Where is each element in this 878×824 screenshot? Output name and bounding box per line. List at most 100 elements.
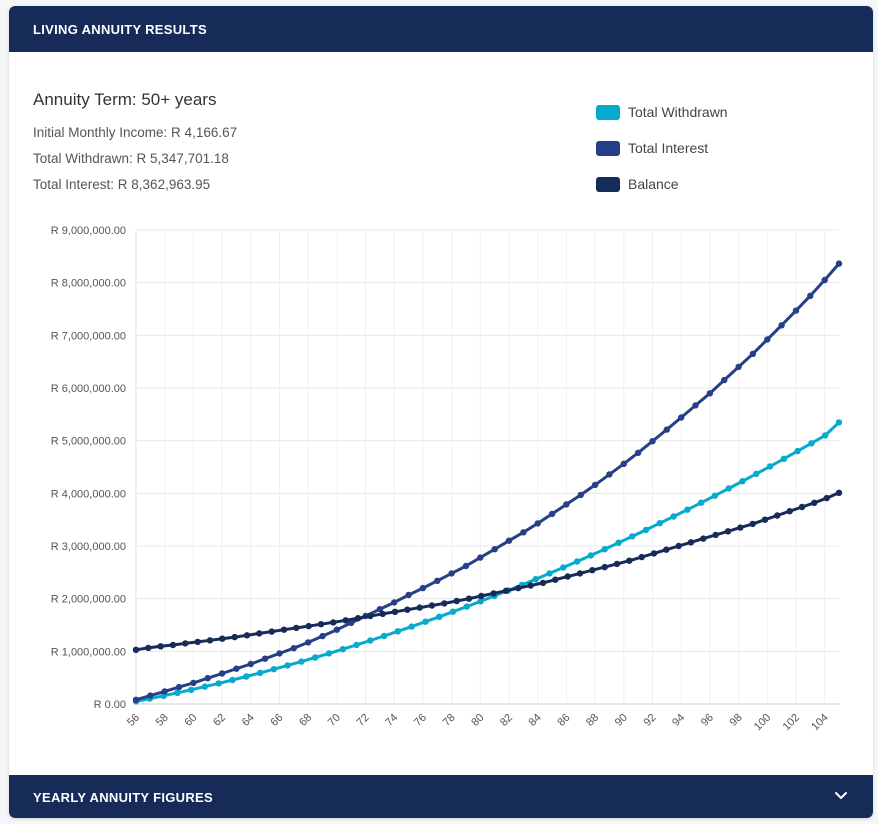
data-point-total-withdrawn <box>601 546 608 553</box>
data-point-total-interest <box>591 481 599 489</box>
data-point-balance <box>194 638 201 646</box>
x-tick-label: 82 <box>498 712 515 729</box>
data-point-total-withdrawn <box>408 623 415 630</box>
data-point-total-interest <box>462 562 470 570</box>
data-point-total-interest <box>147 692 154 699</box>
data-point-total-withdrawn <box>243 673 250 680</box>
data-point-balance <box>465 595 473 602</box>
data-point-total-interest <box>319 632 326 640</box>
data-point-total-interest <box>419 584 427 592</box>
legend-label-balance: Balance <box>628 176 679 192</box>
data-point-balance <box>527 582 534 589</box>
data-point-balance <box>293 624 300 632</box>
data-point-total-withdrawn <box>380 632 388 640</box>
y-tick-label: R 5,000,000.00 <box>51 436 126 448</box>
data-point-total-interest <box>764 336 771 343</box>
data-point-total-interest <box>520 529 527 536</box>
data-point-balance <box>539 579 547 587</box>
x-tick-label: 58 <box>154 712 171 729</box>
chart-legend: Total Withdrawn Total Interest Balance <box>596 94 728 202</box>
data-point-total-interest <box>620 460 627 467</box>
y-tick-label: R 0.00 <box>94 699 126 711</box>
data-point-total-withdrawn <box>187 686 195 693</box>
legend-label-withdrawn: Total Withdrawn <box>628 104 728 120</box>
legend-swatch-interest <box>596 140 620 156</box>
data-point-total-interest <box>132 696 140 703</box>
data-point-total-withdrawn <box>698 499 705 506</box>
data-point-balance <box>687 539 695 546</box>
y-tick-label: R 1,000,000.00 <box>51 646 126 658</box>
x-tick-label: 78 <box>441 712 458 729</box>
legend-item-balance[interactable]: Balance <box>596 166 728 202</box>
legend-item-withdrawn[interactable]: Total Withdrawn <box>596 94 728 130</box>
data-point-balance <box>256 630 263 637</box>
data-point-balance <box>724 528 732 535</box>
data-point-total-withdrawn <box>546 570 553 577</box>
x-tick-label: 94 <box>670 712 687 729</box>
data-point-total-withdrawn <box>284 662 291 669</box>
data-point-balance <box>798 503 806 511</box>
data-point-total-withdrawn <box>822 432 829 439</box>
y-tick-label: R 7,000,000.00 <box>51 330 126 342</box>
data-point-balance <box>330 619 337 626</box>
data-point-balance <box>441 600 448 607</box>
data-point-total-interest <box>290 645 297 652</box>
data-point-balance <box>576 570 584 577</box>
data-point-balance <box>219 635 226 642</box>
data-point-balance <box>453 597 460 605</box>
data-point-total-withdrawn <box>725 485 732 492</box>
total-withdrawn: Total Withdrawn: R 5,347,701.18 <box>33 151 229 166</box>
y-tick-label: R 3,000,000.00 <box>51 541 126 553</box>
data-point-total-withdrawn <box>394 628 402 635</box>
data-point-balance <box>169 641 177 649</box>
series-line-balance <box>135 491 840 652</box>
data-point-total-interest <box>491 546 498 553</box>
data-point-total-interest <box>161 688 168 695</box>
x-tick-label: 62 <box>211 712 228 729</box>
data-point-total-interest <box>333 626 341 633</box>
data-point-total-withdrawn <box>436 613 443 620</box>
series-line-total-interest <box>135 262 841 702</box>
data-point-total-withdrawn <box>753 470 760 477</box>
data-point-balance <box>650 550 658 557</box>
data-point-total-withdrawn <box>711 492 719 499</box>
data-point-balance <box>663 546 670 553</box>
data-point-total-withdrawn <box>449 608 457 615</box>
data-point-balance <box>280 626 288 633</box>
data-point-total-interest <box>305 639 312 646</box>
data-point-balance <box>354 615 362 622</box>
data-point-total-withdrawn <box>339 646 346 653</box>
data-point-balance <box>638 553 645 561</box>
x-tick-label: 102 <box>781 712 802 733</box>
x-tick-label: 64 <box>240 712 257 729</box>
data-point-total-withdrawn <box>780 455 788 462</box>
data-point-total-interest <box>649 438 656 445</box>
data-point-balance <box>145 644 152 652</box>
data-point-total-interest <box>190 679 197 687</box>
data-point-balance <box>305 622 312 630</box>
data-point-total-withdrawn <box>642 526 650 534</box>
data-point-total-withdrawn <box>201 683 209 690</box>
data-point-total-withdrawn <box>808 440 815 447</box>
x-tick-label: 60 <box>182 712 199 729</box>
data-point-balance <box>478 592 485 600</box>
y-tick-label: R 4,000,000.00 <box>51 488 126 500</box>
y-tick-label: R 8,000,000.00 <box>51 278 126 290</box>
data-point-balance <box>564 573 571 580</box>
data-point-total-withdrawn <box>353 641 360 649</box>
data-point-balance <box>391 608 399 615</box>
y-tick-label: R 6,000,000.00 <box>51 383 126 395</box>
data-point-balance <box>157 643 164 650</box>
data-point-total-withdrawn <box>794 447 801 455</box>
data-point-total-interest <box>505 537 513 544</box>
legend-item-interest[interactable]: Total Interest <box>596 130 728 166</box>
data-point-total-interest <box>534 520 541 527</box>
y-tick-label: R 2,000,000.00 <box>51 594 126 606</box>
data-point-total-interest <box>391 599 398 606</box>
chevron-down-icon[interactable] <box>833 787 849 803</box>
data-point-total-interest <box>376 606 384 613</box>
yearly-figures-bar[interactable]: YEARLY ANNUITY FIGURES <box>9 775 873 818</box>
data-point-balance <box>243 632 251 639</box>
x-tick-label: 76 <box>412 712 429 729</box>
annuity-line-chart: R 0.00 R 1,000,000.00 R 2,000,000.00 R 3,00… <box>51 225 843 733</box>
